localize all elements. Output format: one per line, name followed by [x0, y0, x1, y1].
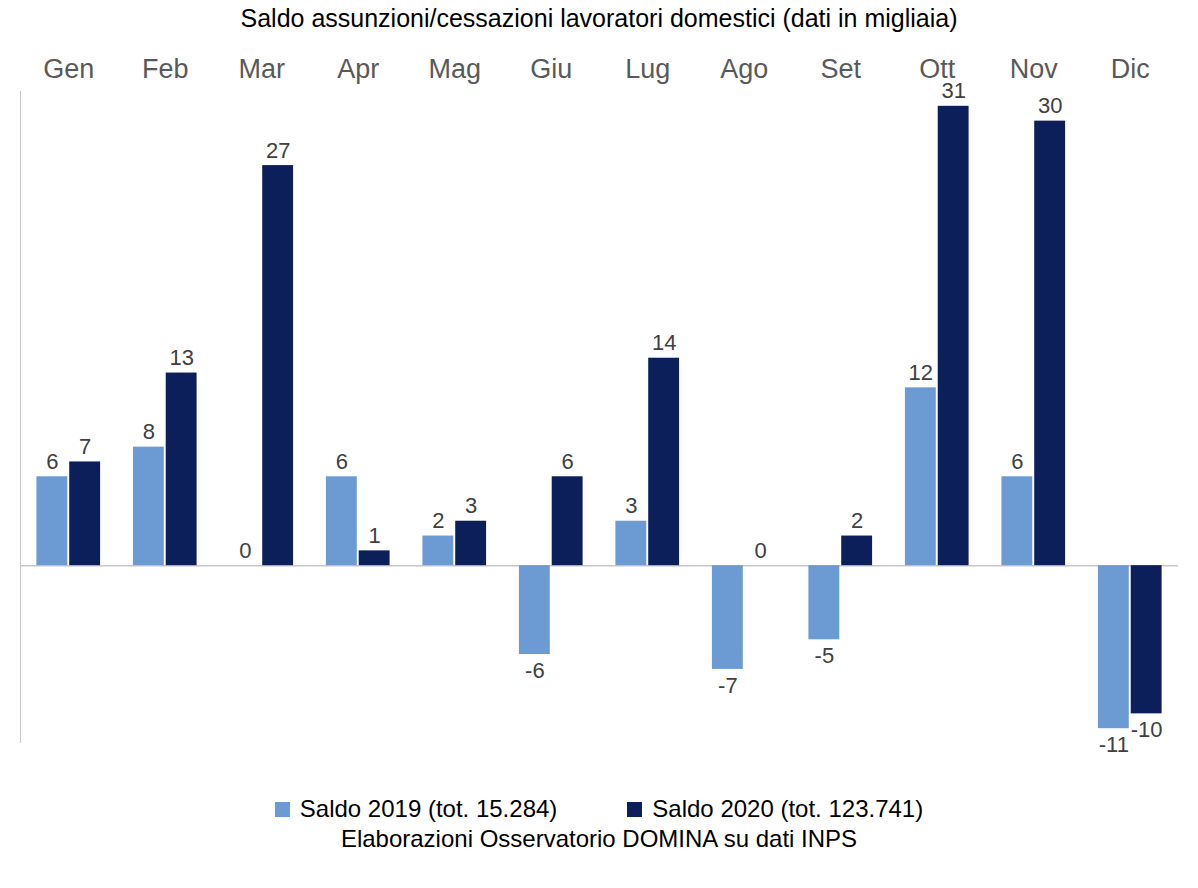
html-text:Elaborazioni Osservatorio DOMI: Elaborazioni Osservatorio DOMINA su dati…	[340, 825, 858, 852]
svg-text:30: 30	[1038, 93, 1062, 118]
html-text:Saldo 2019 (tot. 15.284): Saldo 2019 (tot. 15.284)	[299, 795, 558, 822]
svg-text:14: 14	[652, 330, 676, 355]
svg-text:6: 6	[46, 449, 58, 474]
svg-text:1: 1	[369, 523, 381, 548]
svg-text:12: 12	[909, 360, 933, 385]
svg-text:0: 0	[755, 538, 767, 563]
svg-text:Ago: Ago	[720, 54, 768, 84]
svg-text:8: 8	[143, 419, 155, 444]
svg-text:13: 13	[169, 345, 193, 370]
svg-text:Mar: Mar	[239, 54, 286, 84]
svg-text:27: 27	[266, 138, 290, 163]
svg-text:2: 2	[432, 508, 444, 533]
svg-text:Giu: Giu	[530, 54, 572, 84]
html-text:Saldo 2020 (tot. 123.741): Saldo 2020 (tot. 123.741)	[652, 795, 924, 822]
svg-text:31: 31	[941, 78, 966, 104]
svg-text:0: 0	[239, 538, 251, 563]
svg-text:-7: -7	[718, 673, 738, 698]
svg-text:2: 2	[851, 508, 863, 533]
svg-text:Apr: Apr	[337, 54, 379, 84]
svg-text:Lug: Lug	[625, 54, 670, 84]
svg-text:-5: -5	[815, 643, 835, 668]
svg-text:Mag: Mag	[428, 54, 481, 84]
svg-text:Dic: Dic	[1111, 54, 1150, 84]
svg-text:-10: -10	[1131, 717, 1163, 742]
html-text:Saldo assunzioni/cessazioni la: Saldo assunzioni/cessazioni lavoratori d…	[240, 4, 958, 32]
svg-text:Set: Set	[820, 54, 861, 84]
svg-text:6: 6	[1011, 449, 1023, 474]
svg-text:-6: -6	[525, 658, 545, 683]
svg-text:3: 3	[465, 493, 477, 518]
svg-text:Nov: Nov	[1010, 54, 1059, 84]
svg-text:Feb: Feb	[142, 54, 189, 84]
svg-text:-11: -11	[1099, 732, 1129, 757]
svg-text:3: 3	[625, 493, 637, 518]
svg-text:Gen: Gen	[43, 54, 94, 84]
svg-text:6: 6	[562, 449, 574, 474]
svg-text:6: 6	[336, 449, 348, 474]
svg-text:Ott: Ott	[919, 54, 956, 84]
svg-text:7: 7	[79, 434, 91, 459]
